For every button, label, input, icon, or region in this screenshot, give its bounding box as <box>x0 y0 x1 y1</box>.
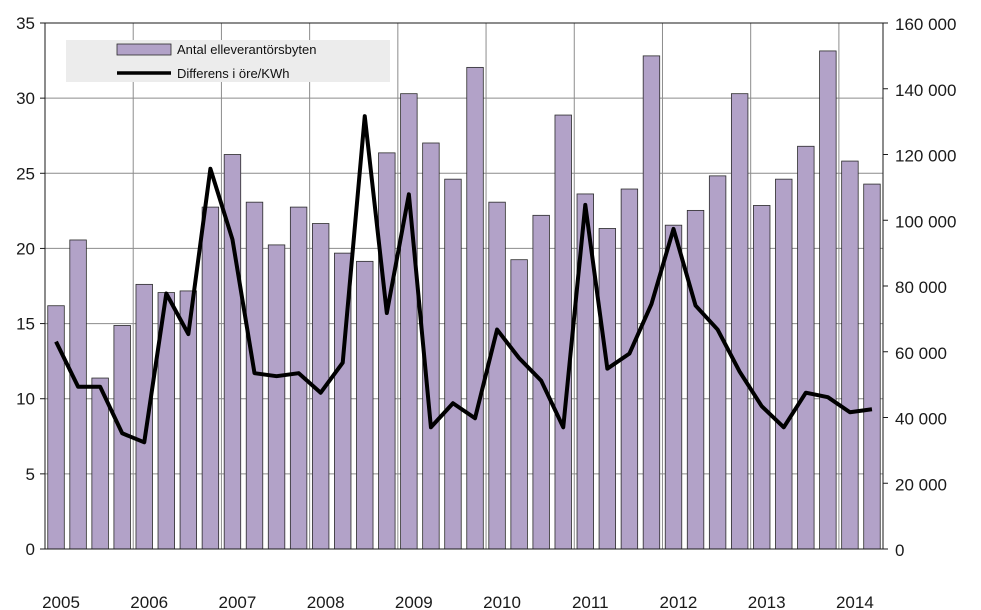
bar <box>841 160 859 550</box>
left-tick-label: 0 <box>26 540 35 559</box>
x-tick-label: 2006 <box>130 593 168 610</box>
bar <box>686 209 705 550</box>
x-tick-label: 2005 <box>42 593 80 610</box>
x-tick-label: 2014 <box>836 593 874 610</box>
bar <box>378 152 396 550</box>
grid-lines <box>45 23 883 549</box>
left-tick-label: 35 <box>16 14 35 33</box>
x-tick-label: 2012 <box>660 593 698 610</box>
x-tick-label: 2008 <box>307 593 345 610</box>
bar <box>466 66 484 550</box>
bar <box>356 260 374 550</box>
bar <box>201 206 220 550</box>
bar <box>400 93 418 550</box>
bar <box>91 377 109 550</box>
bar <box>444 178 462 550</box>
bar <box>598 228 617 550</box>
left-tick-label: 5 <box>26 465 35 484</box>
right-tick-label: 140 000 <box>895 81 956 100</box>
bar-series <box>47 50 881 550</box>
bar <box>554 114 572 550</box>
legend-label-line: Differens i öre/KWh <box>177 66 289 81</box>
left-axis-ticks: 0 5 10 15 20 25 30 35 <box>16 14 45 559</box>
bar <box>620 188 639 550</box>
x-tick-label: 2011 <box>572 593 609 610</box>
right-axis-ticks: 0 20 000 40 000 60 000 80 000 100 000 120 000 1… <box>883 15 956 560</box>
x-tick-label: 2009 <box>395 593 433 610</box>
right-tick-label: 120 000 <box>895 147 956 166</box>
bar <box>775 178 793 550</box>
bar <box>664 224 683 550</box>
left-tick-label: 30 <box>16 89 35 108</box>
bar <box>69 239 87 550</box>
left-tick-label: 20 <box>16 239 35 258</box>
bar <box>753 205 771 550</box>
legend: Antal elleverantörsbyten Differens i öre… <box>66 40 390 82</box>
legend-label-bars: Antal elleverantörsbyten <box>177 42 316 57</box>
legend-swatch-bars <box>116 43 172 56</box>
x-axis-ticks: 2005 2006 2007 2008 2009 2010 2011 2012 2013 2014 <box>42 593 874 610</box>
bar <box>730 93 749 550</box>
bar <box>708 175 727 550</box>
right-tick-label: 100 000 <box>895 212 956 231</box>
right-tick-label: 60 000 <box>895 344 947 363</box>
bar <box>223 154 242 550</box>
left-tick-label: 10 <box>16 390 35 409</box>
x-tick-label: 2010 <box>483 593 521 610</box>
right-tick-label: 0 <box>895 541 904 560</box>
right-tick-label: 160 000 <box>895 15 956 34</box>
right-tick-label: 80 000 <box>895 278 947 297</box>
x-tick-label: 2007 <box>219 593 257 610</box>
bar <box>863 183 881 550</box>
x-tick-label: 2013 <box>748 593 786 610</box>
bar <box>267 244 286 550</box>
right-tick-label: 40 000 <box>895 410 947 429</box>
bar <box>488 201 506 550</box>
bar <box>819 50 837 550</box>
bar <box>797 145 815 550</box>
right-tick-label: 20 000 <box>895 475 947 494</box>
line-series <box>54 114 873 445</box>
left-tick-label: 15 <box>16 315 35 334</box>
bar <box>510 259 528 550</box>
left-tick-label: 25 <box>16 164 35 183</box>
